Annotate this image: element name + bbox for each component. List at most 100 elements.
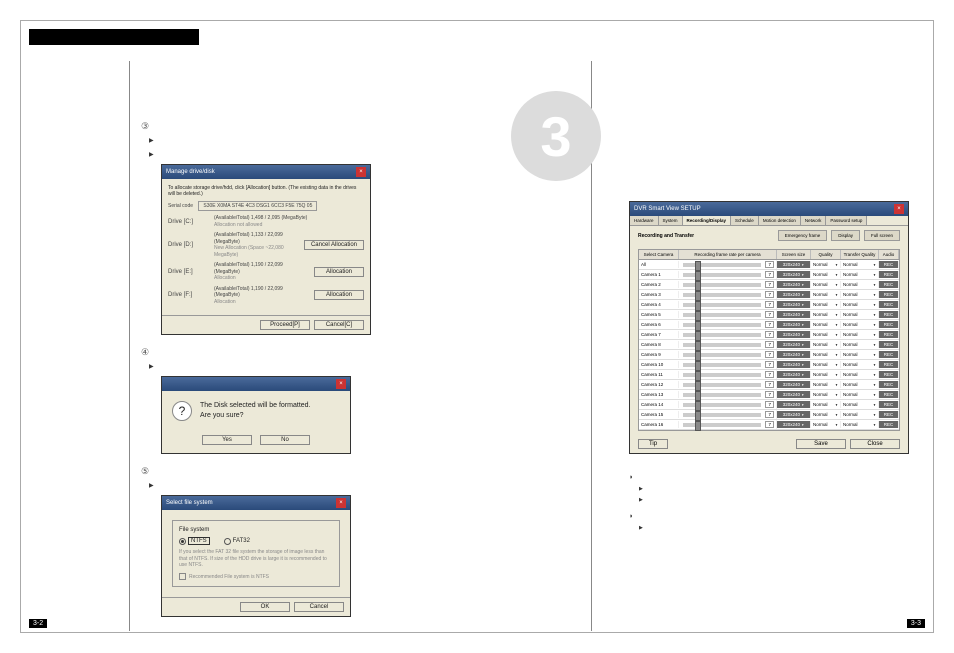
setup-subtab[interactable]: Full screen: [864, 230, 900, 241]
fs-opt-ntfs[interactable]: NTFS: [179, 537, 210, 545]
audio-cell[interactable]: REC: [879, 331, 899, 338]
slider-icon[interactable]: [683, 263, 761, 267]
close-icon[interactable]: ×: [336, 498, 346, 508]
slider-icon[interactable]: [683, 393, 761, 397]
framerate-cell[interactable]: 7: [679, 310, 777, 319]
slider-icon[interactable]: [683, 313, 761, 317]
quality-cell[interactable]: Normal▼: [811, 421, 841, 428]
quality-cell[interactable]: Normal▼: [811, 271, 841, 278]
setup-tab[interactable]: Hardware: [630, 216, 659, 225]
tquality-cell[interactable]: Normal▼: [841, 381, 879, 388]
slider-icon[interactable]: [683, 273, 761, 277]
audio-cell[interactable]: REC: [879, 291, 899, 298]
tquality-cell[interactable]: Normal▼: [841, 351, 879, 358]
framerate-cell[interactable]: 7: [679, 330, 777, 339]
setup-subtab[interactable]: Display: [831, 230, 860, 241]
size-cell[interactable]: 320x240 ▼: [777, 381, 811, 388]
audio-cell[interactable]: REC: [879, 391, 899, 398]
quality-cell[interactable]: Normal▼: [811, 401, 841, 408]
close-icon[interactable]: ×: [336, 379, 346, 389]
quality-cell[interactable]: Normal▼: [811, 261, 841, 268]
size-cell[interactable]: 320x240 ▼: [777, 341, 811, 348]
size-cell[interactable]: 320x240 ▼: [777, 421, 811, 428]
fs-opt-fat32[interactable]: FAT32: [224, 537, 250, 545]
framerate-cell[interactable]: 7: [679, 350, 777, 359]
cancel-button[interactable]: Cancel[C]: [314, 320, 364, 330]
quality-cell[interactable]: Normal▼: [811, 411, 841, 418]
allocation-button[interactable]: Cancel Allocation: [304, 240, 364, 250]
tquality-cell[interactable]: Normal▼: [841, 391, 879, 398]
framerate-cell[interactable]: 7: [679, 400, 777, 409]
framerate-cell[interactable]: 7: [679, 290, 777, 299]
tquality-cell[interactable]: Normal▼: [841, 281, 879, 288]
setup-tab[interactable]: Password setup: [826, 216, 867, 225]
slider-icon[interactable]: [683, 323, 761, 327]
audio-cell[interactable]: REC: [879, 401, 899, 408]
tquality-cell[interactable]: Normal▼: [841, 421, 879, 428]
slider-icon[interactable]: [683, 343, 761, 347]
framerate-cell[interactable]: 7: [679, 280, 777, 289]
size-cell[interactable]: 320x240 ▼: [777, 281, 811, 288]
quality-cell[interactable]: Normal▼: [811, 371, 841, 378]
tquality-cell[interactable]: Normal▼: [841, 311, 879, 318]
cancel-button[interactable]: Cancel: [294, 602, 344, 612]
quality-cell[interactable]: Normal▼: [811, 301, 841, 308]
slider-icon[interactable]: [683, 363, 761, 367]
size-cell[interactable]: 320x240 ▼: [777, 391, 811, 398]
slider-icon[interactable]: [683, 383, 761, 387]
no-button[interactable]: No: [260, 435, 310, 445]
close-icon[interactable]: ×: [356, 167, 366, 177]
quality-cell[interactable]: Normal▼: [811, 391, 841, 398]
tquality-cell[interactable]: Normal▼: [841, 371, 879, 378]
slider-icon[interactable]: [683, 293, 761, 297]
framerate-cell[interactable]: 7: [679, 300, 777, 309]
framerate-cell[interactable]: 7: [679, 390, 777, 399]
audio-cell[interactable]: REC: [879, 371, 899, 378]
tquality-cell[interactable]: Normal▼: [841, 291, 879, 298]
slider-icon[interactable]: [683, 423, 761, 427]
save-button[interactable]: Save: [796, 439, 846, 449]
quality-cell[interactable]: Normal▼: [811, 321, 841, 328]
framerate-cell[interactable]: 7: [679, 320, 777, 329]
quality-cell[interactable]: Normal▼: [811, 281, 841, 288]
size-cell[interactable]: 320x240 ▼: [777, 311, 811, 318]
yes-button[interactable]: Yes: [202, 435, 252, 445]
framerate-cell[interactable]: 7: [679, 340, 777, 349]
close-icon[interactable]: ×: [894, 204, 904, 214]
audio-cell[interactable]: REC: [879, 411, 899, 418]
framerate-cell[interactable]: 7: [679, 410, 777, 419]
audio-cell[interactable]: REC: [879, 381, 899, 388]
close-button[interactable]: Close: [850, 439, 900, 449]
tquality-cell[interactable]: Normal▼: [841, 261, 879, 268]
quality-cell[interactable]: Normal▼: [811, 311, 841, 318]
setup-tab[interactable]: Network: [801, 216, 827, 225]
size-cell[interactable]: 320x240 ▼: [777, 411, 811, 418]
setup-subtab[interactable]: Emergency frame: [778, 230, 828, 241]
audio-cell[interactable]: REC: [879, 261, 899, 268]
slider-icon[interactable]: [683, 403, 761, 407]
quality-cell[interactable]: Normal▼: [811, 341, 841, 348]
proceed-button[interactable]: Proceed[P]: [260, 320, 310, 330]
size-cell[interactable]: 320x240 ▼: [777, 301, 811, 308]
slider-icon[interactable]: [683, 353, 761, 357]
framerate-cell[interactable]: 7: [679, 260, 777, 269]
size-cell[interactable]: 320x240 ▼: [777, 371, 811, 378]
allocation-button[interactable]: Allocation: [314, 290, 364, 300]
audio-cell[interactable]: REC: [879, 421, 899, 428]
slider-icon[interactable]: [683, 373, 761, 377]
size-cell[interactable]: 320x240 ▼: [777, 331, 811, 338]
size-cell[interactable]: 320x240 ▼: [777, 261, 811, 268]
allocation-button[interactable]: Allocation: [314, 267, 364, 277]
slider-icon[interactable]: [683, 333, 761, 337]
framerate-cell[interactable]: 7: [679, 270, 777, 279]
framerate-cell[interactable]: 7: [679, 420, 777, 429]
tquality-cell[interactable]: Normal▼: [841, 331, 879, 338]
ok-button[interactable]: OK: [240, 602, 290, 612]
tquality-cell[interactable]: Normal▼: [841, 341, 879, 348]
size-cell[interactable]: 320x240 ▼: [777, 351, 811, 358]
tip-button[interactable]: Tip: [638, 439, 668, 449]
audio-cell[interactable]: REC: [879, 361, 899, 368]
size-cell[interactable]: 320x240 ▼: [777, 361, 811, 368]
slider-icon[interactable]: [683, 413, 761, 417]
quality-cell[interactable]: Normal▼: [811, 351, 841, 358]
